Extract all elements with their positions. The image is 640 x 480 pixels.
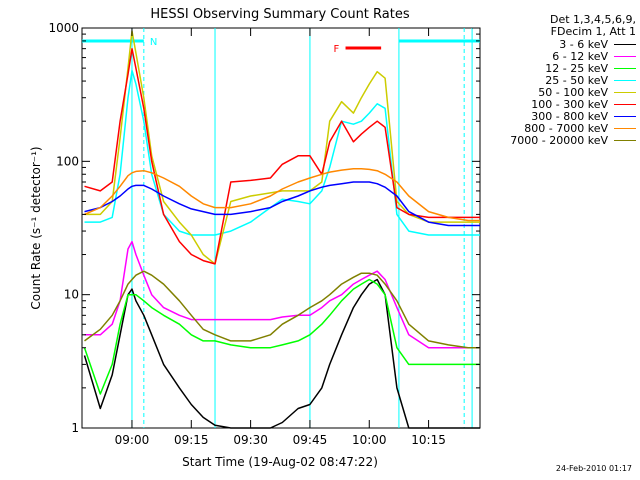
series-line-7 [84,167,480,222]
legend-label-5: 100 - 300 keV [531,97,608,111]
legend-swatch-3 [614,79,636,81]
legend-swatch-2 [614,67,636,69]
legend-swatch-6 [614,115,636,117]
x-tick-label-2: 09:30 [233,433,268,447]
legend-header-line-2: FDecim 1, Att 1 [550,25,636,38]
y-tick-label-1: 10 [64,288,79,302]
legend-swatch-7 [614,127,636,129]
legend-item-8: 7000 - 20000 keV [476,133,636,147]
legend-swatch-4 [614,91,636,93]
legend-item-2: 12 - 25 keV [476,61,636,75]
series-line-6 [84,181,480,227]
legend-label-0: 3 - 6 keV [559,37,608,51]
axes-layer: 09:00 09:15 09:30 09:45 10:00 10:15 1 10 100 1000 [48,21,480,447]
legend-item-6: 300 - 800 keV [476,109,636,123]
legend-item-0: 3 - 6 keV [476,37,636,51]
series-line-3 [84,69,480,236]
legend-label-4: 50 - 100 keV [538,85,608,99]
legend-swatch-1 [614,55,636,57]
legend-label-2: 12 - 25 keV [545,61,608,75]
series-line-8 [84,270,480,349]
legend-swatch-0 [614,43,636,45]
legend-label-1: 6 - 12 keV [552,49,608,63]
legend-label-7: 800 - 7000 keV [524,121,608,135]
x-tick-label-4: 10:00 [352,433,387,447]
x-axis-label: Start Time (19-Aug-02 08:47:22) [182,455,378,469]
legend: Det 1,3,4,5,6,9, FDecim 1, Att 1 3 - 6 k… [476,13,636,147]
x-tick-label-1: 09:15 [174,433,209,447]
legend-item-5: 100 - 300 keV [476,97,636,111]
legend-item-3: 25 - 50 keV [476,73,636,87]
x-tick-label-5: 10:15 [411,433,446,447]
footer-timestamp: 24-Feb-2010 01:17 [555,464,632,473]
legend-label-6: 300 - 800 keV [531,109,608,123]
y-axis-label: Count Rate (s⁻¹ detector⁻¹) [29,146,43,309]
series-line-2 [83,278,480,395]
legend-swatch-5 [614,103,636,105]
x-tick-label-0: 09:00 [115,433,150,447]
series-line-5 [84,47,480,265]
series-layer [83,30,480,429]
legend-header-line-1: Det 1,3,4,5,6,9, [549,13,636,26]
flare-label: F [334,44,340,55]
legend-label-3: 25 - 50 keV [545,73,608,87]
legend-swatch-8 [614,139,636,141]
chart-title: HESSI Observing Summary Count Rates [150,7,409,22]
x-tick-label-3: 09:45 [293,433,328,447]
y-tick-label-2: 100 [56,154,79,168]
night-label: N [150,37,157,48]
legend-item-7: 800 - 7000 keV [476,121,636,135]
y-tick-label-3: 1000 [48,21,79,35]
legend-label-8: 7000 - 20000 keV [510,133,608,147]
plot-frame [81,27,481,429]
legend-item-1: 6 - 12 keV [476,49,636,63]
legend-item-4: 50 - 100 keV [476,85,636,99]
y-tick-label-0: 1 [71,421,79,435]
